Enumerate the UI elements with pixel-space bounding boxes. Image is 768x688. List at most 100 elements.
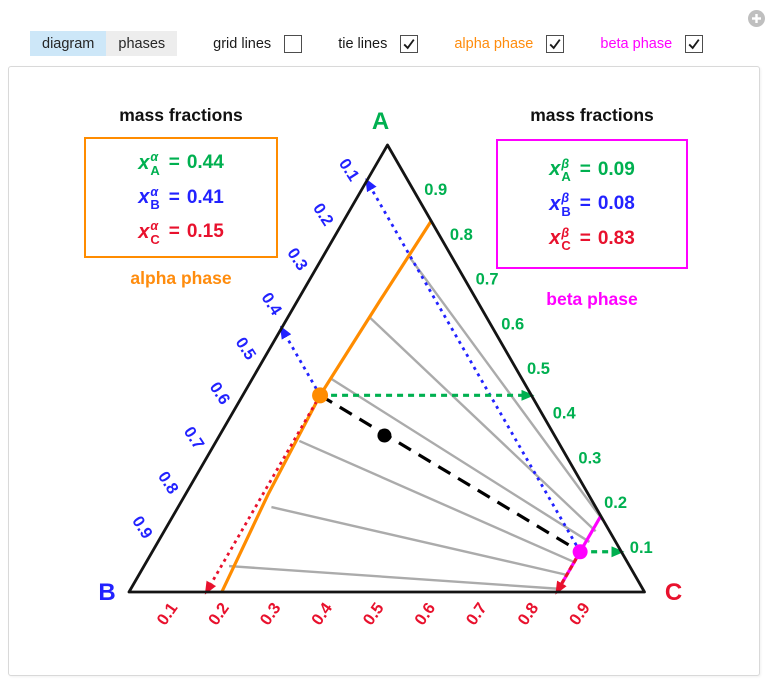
alpha-superscript: α (150, 150, 159, 165)
tick-label-a: 0.7 (476, 271, 499, 289)
x-symbol: x (549, 192, 561, 215)
beta-phase-control: beta phase (600, 34, 704, 53)
vertex-label-c: C (665, 579, 682, 606)
tick-label-c: 0.3 (257, 600, 285, 629)
alpha-phase-checkbox[interactable] (546, 34, 565, 53)
alpha-phase-label: alpha phase (454, 35, 534, 52)
tick-label-a: 0.9 (424, 181, 447, 199)
grid-lines-label: grid lines (213, 35, 272, 52)
component-subscript: C (150, 231, 160, 247)
beta-panel-title: mass fractions (530, 105, 654, 125)
tick-label-c: 0.1 (154, 600, 182, 629)
alpha-xa-value: 0.44 (186, 152, 224, 173)
tick-label-a: 0.1 (630, 539, 653, 557)
alpha-xc-value: 0.15 (186, 221, 224, 242)
component-subscript: B (150, 197, 160, 213)
alpha-superscript: α (150, 219, 159, 234)
overall-composition-point[interactable] (377, 428, 392, 443)
overall-tie-line[interactable] (319, 393, 581, 554)
equals-sign: = (579, 158, 591, 180)
alpha-B-reading-arrow (280, 325, 322, 397)
check-icon (549, 38, 561, 49)
tick-label-c: 0.2 (205, 600, 233, 629)
tick-label-b: 0.2 (309, 200, 337, 229)
tick-label-c: 0.4 (308, 599, 336, 629)
tick-label-b: 0.8 (154, 468, 182, 497)
triangle-outline (127, 143, 646, 594)
tick-label-c: 0.6 (411, 600, 439, 629)
tie-lines-checkbox[interactable] (400, 34, 419, 53)
check-icon (688, 38, 700, 49)
tick-label-c: 0.5 (360, 600, 388, 629)
alpha-phase-caption: alpha phase (130, 268, 232, 288)
beta-phase-point (572, 544, 588, 560)
tie-line[interactable] (330, 377, 591, 543)
beta-xa-value: 0.09 (597, 158, 635, 180)
x-symbol: x (138, 220, 150, 243)
tick-label-a: 0.3 (578, 449, 601, 467)
equals-sign: = (579, 227, 591, 249)
tick-label-c: 0.7 (463, 600, 491, 629)
tie-line[interactable] (298, 439, 575, 564)
grid-lines-control: grid lines (213, 34, 303, 53)
control-bar: diagram phases grid lines tie lines alph… (30, 31, 704, 56)
tie-line[interactable] (368, 316, 597, 533)
tick-label-b: 0.1 (335, 155, 363, 184)
tick-label-b: 0.5 (232, 334, 260, 363)
vertex-label-b: B (98, 579, 115, 606)
tie-line[interactable] (409, 257, 604, 521)
grid-lines-checkbox[interactable] (284, 34, 303, 53)
tick-label-c: 0.9 (566, 600, 594, 629)
view-tabs: diagram phases (30, 31, 178, 56)
tab-phases[interactable]: phases (106, 31, 178, 56)
tick-label-b: 0.7 (180, 424, 208, 453)
beta-superscript: β (561, 225, 570, 240)
x-symbol: x (138, 186, 150, 208)
alpha-phase-point (312, 387, 329, 404)
alpha-xb-value: 0.41 (186, 186, 224, 208)
tie-lines-control: tie lines (338, 34, 419, 53)
beta-xc-value: 0.83 (597, 227, 635, 249)
tick-label-a: 0.2 (604, 494, 627, 512)
tick-label-b: 0.9 (128, 513, 156, 542)
tie-line[interactable] (271, 505, 568, 577)
tick-label-a: 0.5 (527, 360, 550, 378)
alpha-C-reading-arrow (204, 394, 322, 595)
beta-phase-label: beta phase (600, 35, 673, 52)
equals-sign: = (168, 186, 180, 208)
tick-label-b: 0.4 (257, 290, 285, 320)
tick-label-a: 0.6 (501, 315, 524, 333)
tie-line[interactable] (228, 564, 561, 591)
tick-label-a: 0.4 (553, 405, 577, 423)
beta-phase-caption: beta phase (546, 289, 638, 309)
tie-lines-label: tie lines (338, 35, 388, 52)
vertex-label-a: A (372, 108, 389, 135)
alpha-panel-title: mass fractions (119, 105, 243, 125)
beta-phase-checkbox[interactable] (685, 34, 704, 53)
tick-label-b: 0.6 (206, 379, 234, 408)
tick-label-c: 0.8 (514, 600, 542, 629)
equals-sign: = (168, 221, 180, 242)
tick-label-a: 0.8 (450, 226, 473, 244)
component-subscript: B (561, 203, 571, 219)
beta-xb-value: 0.08 (597, 193, 635, 214)
beta-superscript: β (561, 156, 570, 171)
x-symbol: x (138, 151, 150, 174)
tab-diagram[interactable]: diagram (30, 31, 107, 56)
equals-sign: = (168, 152, 180, 173)
beta-superscript: β (561, 191, 570, 206)
alpha-superscript: α (150, 184, 159, 199)
equals-sign: = (579, 193, 591, 214)
expand-button[interactable] (748, 10, 765, 27)
component-subscript: A (150, 162, 160, 178)
check-icon (403, 38, 415, 49)
alpha-phase-control: alpha phase (454, 34, 565, 53)
